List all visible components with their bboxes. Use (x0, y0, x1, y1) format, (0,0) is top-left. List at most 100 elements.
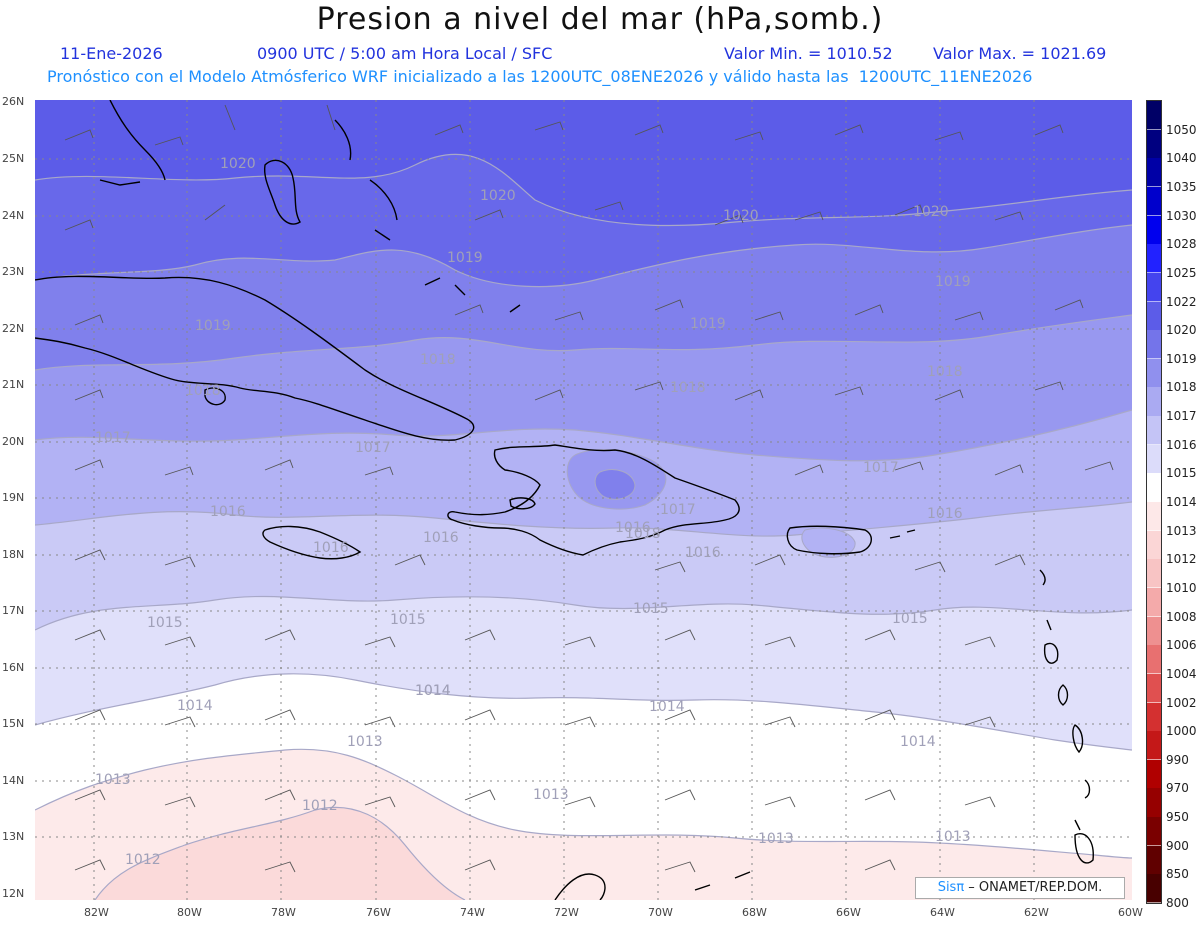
legend-label: 1015 (1166, 466, 1197, 481)
legend-swatch (1147, 330, 1161, 360)
legend-swatch (1147, 788, 1161, 818)
legend-swatch (1147, 845, 1161, 875)
legend-swatch (1147, 731, 1161, 761)
isobar-label: 1018 (420, 352, 456, 368)
isobar-lines (35, 153, 1132, 900)
florida-coast (109, 100, 166, 181)
isobar-label: 1015 (892, 611, 928, 627)
legend-label: 1020 (1166, 323, 1197, 338)
legend-swatch (1147, 473, 1161, 503)
bahamas-islands (374, 229, 521, 313)
lat-label: 18N (2, 548, 25, 561)
lon-label: 74W (460, 906, 485, 919)
lat-label: 20N (2, 435, 25, 448)
legend-label: 800 (1166, 896, 1189, 910)
legend-label: 850 (1166, 867, 1189, 882)
forecast-description: Pronóstico con el Modelo Atmósferico WRF… (47, 67, 1033, 86)
isobar-label: 1016 (313, 540, 349, 556)
legend-label: 900 (1166, 838, 1189, 853)
lon-label: 76W (366, 906, 391, 919)
min-value: Valor Min. = 1010.52 (724, 44, 893, 63)
isobar-label: 1018 (927, 364, 963, 380)
lat-label: 16N (2, 661, 25, 674)
legend-swatch (1147, 530, 1161, 560)
isobar-label: 1017 (355, 440, 391, 456)
lon-label: 66W (836, 906, 861, 919)
legend-swatch (1147, 158, 1161, 188)
band-1012 (95, 807, 465, 900)
legend-swatch (1147, 702, 1161, 732)
legend-swatch (1147, 616, 1161, 646)
isobar-label: 1016 (423, 530, 459, 546)
lon-label: 70W (648, 906, 673, 919)
lat-label: 24N (2, 209, 25, 222)
isobar-label: 1016 (927, 506, 963, 522)
isobar-label: 1016 (210, 504, 246, 520)
credit-org: – ONAMET/REP.DOM. (964, 880, 1103, 895)
graticule (35, 100, 1132, 900)
lat-label: 25N (2, 152, 25, 165)
legend-swatch (1147, 186, 1161, 217)
isobar-label: 1014 (649, 699, 685, 715)
isobar-label: 1020 (480, 188, 516, 204)
max-value: Valor Max. = 1021.69 (933, 44, 1107, 63)
legend-label: 1017 (1166, 409, 1197, 424)
isobar-label: 1019 (195, 318, 231, 334)
isobar-label: 1015 (633, 601, 669, 617)
isobar-label: 1017 (863, 460, 899, 476)
wind-barbs (64, 104, 1114, 873)
florida-keys (99, 179, 141, 186)
pressure-bands (35, 100, 1132, 900)
lat-label: 22N (2, 322, 25, 335)
lon-label: 72W (554, 906, 579, 919)
lon-label: 78W (271, 906, 296, 919)
isobar-label: 1018 (625, 526, 661, 542)
legend-label: 1010 (1166, 580, 1197, 595)
legend-label: 1013 (1166, 523, 1197, 538)
puerto-rico-coast (786, 525, 872, 555)
gonave-island (509, 497, 536, 510)
isobar-label: 1017 (95, 430, 131, 446)
isobar-label: 1020 (913, 204, 949, 220)
legend-swatch (1147, 874, 1161, 904)
lat-label: 19N (2, 491, 25, 504)
brand-logo-text: Sisπ (937, 880, 965, 895)
lon-label: 80W (177, 906, 202, 919)
legend-swatch (1147, 387, 1161, 417)
map-title: Presion a nivel del mar (hPa,somb.) (316, 2, 884, 37)
isobar-label: 1020 (723, 208, 759, 224)
isobar-label: 1014 (900, 734, 936, 750)
lon-label: 82W (84, 906, 109, 919)
lat-label: 15N (2, 717, 25, 730)
isobar-label: 1017 (660, 502, 696, 518)
isobar-label: 1014 (415, 683, 451, 699)
legend-swatch (1147, 502, 1161, 532)
lon-label: 64W (930, 906, 955, 919)
legend-label: 1050 (1166, 122, 1197, 137)
legend-label: 1035 (1166, 179, 1197, 194)
legend-label: 1019 (1166, 351, 1197, 366)
isobar-label: 1019 (690, 316, 726, 332)
color-legend (1146, 100, 1162, 904)
lon-label: 60W (1118, 906, 1143, 919)
legend-label: 1002 (1166, 695, 1197, 710)
virgin-islands (889, 529, 916, 539)
legend-swatch (1147, 673, 1161, 703)
isobar-label: 1013 (95, 772, 131, 788)
legend-swatch (1147, 559, 1161, 589)
pressure-map: 1020 1020 1020 1020 1019 1019 1019 1019 … (35, 100, 1132, 900)
lon-label: 68W (742, 906, 767, 919)
venezuela-coast (554, 871, 751, 900)
bahamas-eleuthera (369, 179, 398, 221)
isobar-label: 1013 (758, 831, 794, 847)
isobar-label: 1014 (177, 698, 213, 714)
legend-label: 1016 (1166, 437, 1197, 452)
lat-label: 14N (2, 774, 25, 787)
isobar-label: 1018 (670, 380, 706, 396)
isobar-label: 1013 (347, 734, 383, 750)
isobar-label: 1014 (415, 683, 451, 699)
coastlines (35, 100, 1094, 900)
trinidad-coast (1074, 833, 1094, 864)
legend-label: 1006 (1166, 638, 1197, 653)
isobar-label: 1018 (185, 383, 221, 399)
